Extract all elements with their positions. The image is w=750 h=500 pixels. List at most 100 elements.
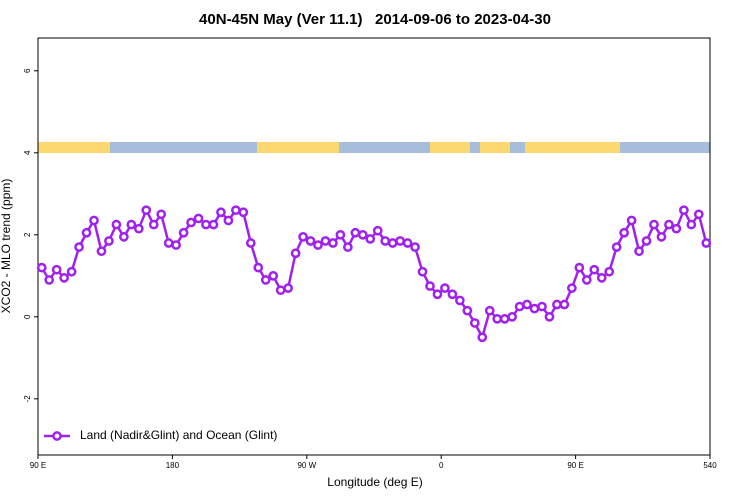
plot-frame (37, 37, 711, 456)
data-point (402, 238, 413, 248)
data-point (664, 219, 674, 230)
data-point (611, 242, 622, 252)
data-point (275, 285, 286, 296)
data-point (148, 219, 159, 230)
data-point (626, 215, 637, 226)
x-axis-label: Longitude (deg E) (327, 475, 422, 489)
data-point (634, 246, 644, 257)
chart-title: 40N-45N May (Ver 11.1) 2014-09-06 to 202… (199, 11, 551, 28)
data-point (305, 236, 316, 246)
data-point (604, 266, 615, 277)
data-point (133, 223, 144, 234)
data-point (201, 219, 211, 230)
y-axis-label: XCO2 - MLO trend (ppm) (0, 179, 13, 314)
data-point (380, 236, 391, 246)
data-point (455, 295, 465, 306)
data-point (111, 219, 122, 230)
data-point (484, 305, 495, 316)
data-point (372, 225, 383, 236)
data-point (395, 236, 405, 246)
data-point (81, 227, 92, 238)
y-tick-label: -2 (23, 395, 32, 403)
x-tick-label: 180 (166, 461, 180, 470)
data-point (186, 217, 196, 228)
data-point (567, 283, 577, 293)
y-tick-label: 0 (23, 314, 32, 319)
data-point (537, 301, 547, 312)
data-point (514, 301, 525, 312)
data-point (462, 305, 473, 316)
data-point (619, 227, 629, 238)
legend-marker (52, 431, 62, 441)
data-point (44, 275, 55, 285)
data-point (432, 289, 443, 300)
y-tick-label: 4 (23, 150, 32, 155)
data-point (671, 223, 682, 234)
data-point (447, 289, 458, 300)
data-point (335, 229, 346, 240)
data-point (686, 219, 697, 230)
data-point (679, 205, 689, 216)
data-point (343, 242, 353, 252)
data-point (641, 236, 652, 246)
data-point (238, 207, 249, 218)
data-point (350, 227, 361, 238)
data-point (529, 303, 540, 314)
data-point (268, 270, 279, 281)
data-point (581, 275, 592, 285)
data-point (216, 207, 226, 218)
data-point (89, 215, 99, 226)
data-point (417, 266, 428, 277)
y-tick-label: 6 (23, 68, 32, 73)
data-point (51, 264, 62, 275)
data-point (649, 219, 659, 230)
data-point (492, 314, 503, 324)
data-point (559, 299, 570, 310)
data-point (365, 234, 376, 244)
legend: Land (Nadir&Glint) and Ocean (Glint) (44, 428, 277, 442)
data-point (253, 262, 264, 273)
data-point (163, 238, 174, 248)
data-point (589, 264, 600, 275)
data-point (126, 219, 137, 230)
data-point (387, 238, 398, 248)
data-point (544, 311, 555, 322)
data-point (298, 232, 308, 242)
data-point (96, 246, 107, 257)
data-point (410, 242, 420, 252)
data-point (245, 238, 256, 248)
data-point (522, 299, 532, 310)
data-point (66, 266, 77, 277)
data-point (656, 232, 667, 242)
data-point (231, 205, 241, 216)
x-tick-label: 90 W (297, 461, 316, 470)
data-point (178, 227, 189, 238)
legend-label: Land (Nadir&Glint) and Ocean (Glint) (80, 428, 277, 442)
data-point (320, 236, 331, 246)
y-tick-label: 2 (23, 232, 32, 237)
data-point (507, 311, 517, 322)
data-point (59, 273, 69, 283)
data-point (357, 229, 368, 240)
data-point (469, 318, 480, 328)
data-point (74, 242, 84, 252)
data-point (119, 232, 129, 242)
data-point (156, 209, 167, 220)
data-point (596, 273, 607, 283)
data-point (208, 219, 219, 230)
data-point (552, 299, 562, 310)
data-point (328, 238, 338, 248)
data-point (290, 248, 301, 259)
data-point (36, 262, 47, 273)
data-point (193, 213, 204, 224)
data-point (283, 283, 293, 293)
data-point (425, 281, 435, 291)
data-point (477, 332, 488, 343)
data-point (574, 262, 585, 273)
x-tick-label: 0 (439, 461, 444, 470)
x-tick-label: 540 (703, 461, 717, 470)
data-point (171, 240, 181, 250)
data-point (141, 205, 152, 216)
data-point (260, 275, 271, 285)
